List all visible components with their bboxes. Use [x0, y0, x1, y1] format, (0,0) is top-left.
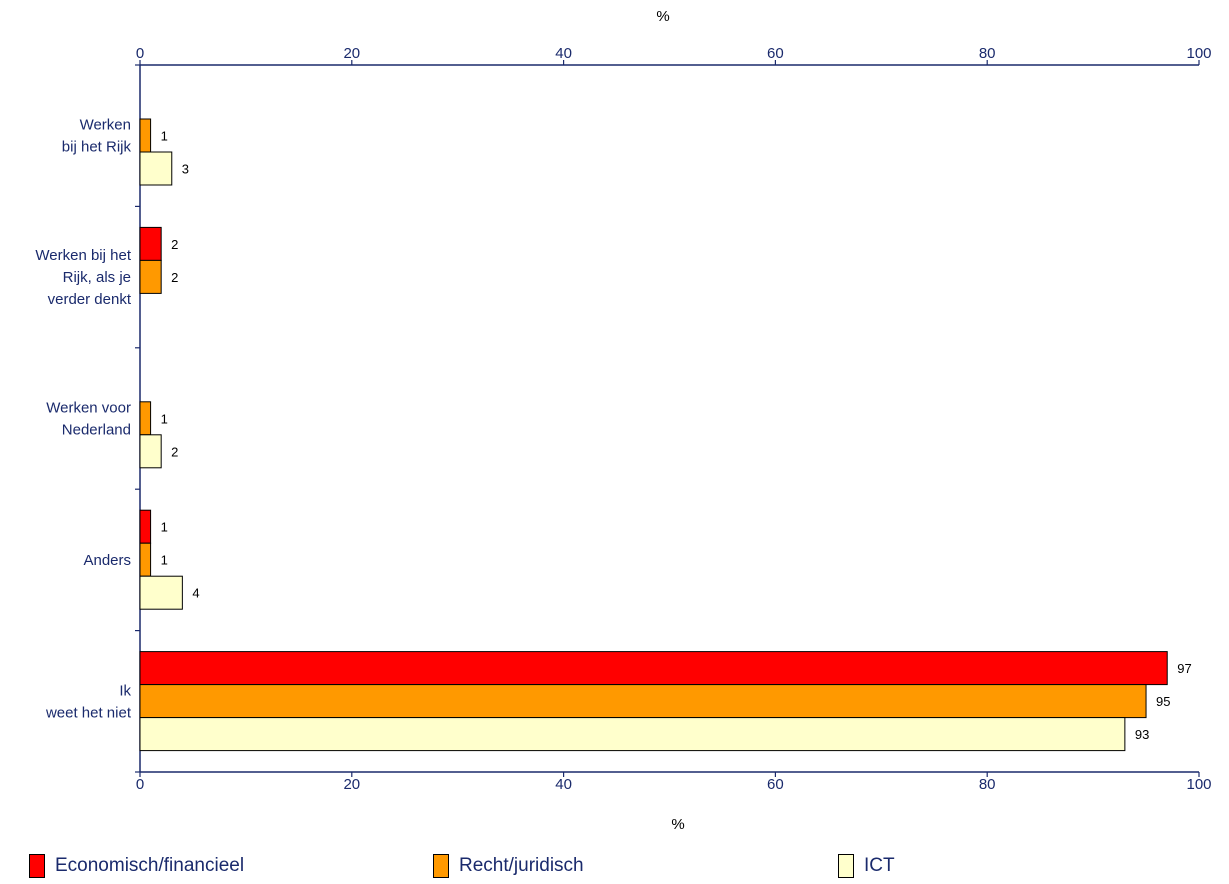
category-label: Werken bij het Rijk: [62, 117, 132, 156]
bar-value-label: 97: [1177, 661, 1191, 676]
category-label-line: bij het Rijk: [62, 139, 132, 156]
category-label-line: Nederland: [62, 422, 131, 439]
category-label: Werken bij het Rijk, als je verder denkt: [35, 247, 131, 308]
category-label-line: Rijk, als je: [63, 269, 131, 286]
category-label-line: Anders: [83, 552, 131, 569]
category-label-line: Werken: [80, 117, 131, 134]
bar: [139, 401, 152, 436]
bar-value-label: 4: [192, 586, 199, 601]
bar-value-label: 95: [1156, 694, 1170, 709]
legend-label-recht: Recht/juridisch: [459, 855, 584, 876]
bar-value-label: 1: [161, 520, 168, 535]
bar: [139, 226, 162, 261]
bar-value-label: 2: [171, 270, 178, 285]
bar-value-label: 1: [161, 129, 168, 144]
x-tick-label-top: 60: [767, 45, 784, 62]
bar-chart: % % 0 0 20 20 40 40 60 60 80 80 100 100 Werken bij he…: [35, 8, 1211, 833]
x-tick-label-bottom: 60: [767, 776, 784, 793]
legend-item-economisch: Economisch/financieel: [29, 854, 244, 878]
bar-value-label: 1: [161, 553, 168, 568]
bar: [139, 575, 183, 610]
category-label: Ik weet het niet: [45, 682, 132, 721]
bar: [139, 651, 1168, 686]
legend-swatch-economisch: [29, 854, 45, 878]
x-tick-label-bottom: 0: [136, 776, 144, 793]
x-tick-label-top: 40: [555, 45, 572, 62]
category-label-line: Ik: [119, 682, 131, 699]
category-label-line: verder denkt: [48, 291, 132, 308]
bar-value-label: 1: [161, 411, 168, 426]
category-label-line: Werken bij het: [35, 247, 131, 264]
legend-swatch-recht: [433, 854, 449, 878]
x-tick-label-top: 100: [1186, 45, 1211, 62]
bar-value-label: 2: [171, 444, 178, 459]
bar-value-label: 3: [182, 162, 189, 177]
bar-value-label: 2: [171, 237, 178, 252]
legend: Economisch/financieel Recht/juridisch IC…: [0, 854, 1229, 884]
legend-swatch-ict: [838, 854, 854, 878]
legend-item-ict: ICT: [838, 854, 895, 878]
bar-value-label: 93: [1135, 727, 1149, 742]
legend-label-economisch: Economisch/financieel: [55, 855, 245, 876]
x-tick-label-top: 80: [979, 45, 996, 62]
legend-item-recht: Recht/juridisch: [433, 854, 584, 878]
category-label: Anders: [83, 552, 131, 569]
legend-label-ict: ICT: [864, 855, 895, 876]
bar: [139, 434, 162, 469]
bar: [139, 509, 152, 544]
x-tick-label-bottom: 20: [343, 776, 360, 793]
bar: [139, 151, 173, 186]
x-tick-label-top: 0: [136, 45, 144, 62]
x-tick-label-bottom: 40: [555, 776, 572, 793]
axes: 0 0 20 20 40 40 60 60 80 80 100 100 Werken bij het Ri…: [35, 45, 1211, 793]
x-axis-title-bottom: %: [671, 816, 684, 833]
x-tick-label-bottom: 80: [979, 776, 996, 793]
bar: [139, 684, 1147, 719]
bar: [139, 259, 162, 294]
bar: [139, 542, 152, 577]
bar: [139, 717, 1126, 752]
x-tick-label-bottom: 100: [1186, 776, 1211, 793]
category-label: Werken voor Nederland: [46, 400, 131, 439]
category-label-line: weet het niet: [45, 704, 132, 721]
category-label-line: Werken voor: [46, 400, 131, 417]
x-tick-label-top: 20: [343, 45, 360, 62]
bars: 2 1 97 1 2 1 1 95 3 2 4 93: [139, 118, 1192, 752]
x-axis-title-top: %: [656, 8, 669, 25]
bar: [139, 118, 152, 153]
